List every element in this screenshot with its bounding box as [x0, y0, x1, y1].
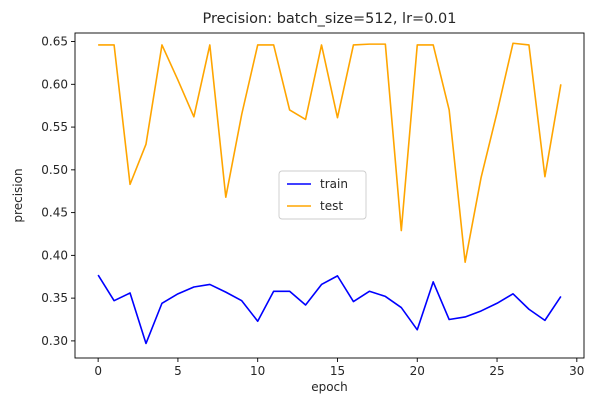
series-line-test — [98, 42, 562, 264]
x-tick-label: 0 — [94, 364, 102, 378]
y-tick-label: 0.65 — [41, 35, 68, 49]
x-tick-label: 15 — [330, 364, 345, 378]
y-tick-label: 0.60 — [41, 77, 68, 91]
x-tick-label: 10 — [250, 364, 265, 378]
series-layer — [97, 42, 562, 345]
y-tick-label: 0.30 — [41, 334, 68, 348]
x-tick-label: 20 — [410, 364, 425, 378]
y-axis-label: precision — [11, 168, 25, 222]
y-tick-label: 0.55 — [41, 120, 68, 134]
x-tick-label: 30 — [569, 364, 584, 378]
x-tick-label: 5 — [174, 364, 182, 378]
y-axis: 0.30 0.35 0.40 0.45 0.50 0.55 0.60 0.65 — [41, 35, 75, 348]
chart-title: Precision: batch_size=512, lr=0.01 — [203, 11, 457, 27]
legend-label-test: test — [320, 199, 343, 213]
plot-frame — [74, 32, 585, 359]
y-tick-label: 0.35 — [41, 291, 68, 305]
y-tick-label: 0.50 — [41, 163, 68, 177]
plot-area-border — [74, 32, 585, 359]
legend-label-train: train — [320, 177, 348, 191]
y-tick-label: 0.40 — [41, 248, 68, 262]
x-axis: 0 5 10 15 20 25 30 — [94, 358, 584, 378]
x-tick-label: 25 — [489, 364, 504, 378]
legend: train test — [278, 170, 367, 220]
legend-box — [278, 170, 367, 220]
x-axis-label: epoch — [311, 380, 348, 394]
y-tick-label: 0.45 — [41, 206, 68, 220]
series-line-train — [97, 274, 562, 345]
